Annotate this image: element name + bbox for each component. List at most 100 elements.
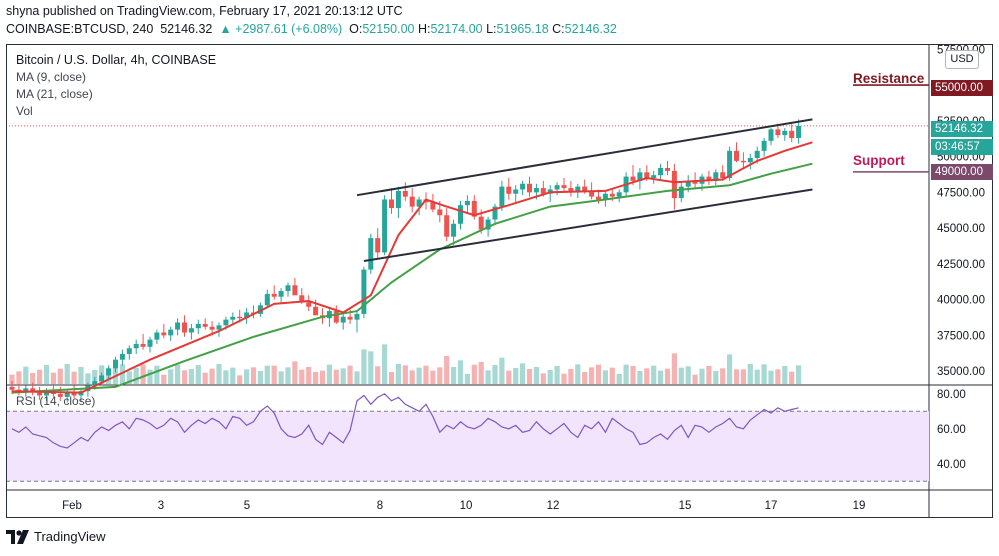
candle-body: [37, 392, 43, 396]
candle-body: [368, 238, 374, 270]
volume-bar: [209, 368, 215, 384]
volume-bar: [395, 364, 401, 384]
volume-bar: [64, 364, 70, 384]
volume-bar: [582, 372, 588, 384]
time-tick-label: 19: [853, 500, 866, 512]
volume-bar: [478, 362, 484, 384]
main-pane-frame: [6, 44, 993, 518]
candle-body: [692, 180, 698, 184]
volume-bar: [789, 371, 795, 384]
candle-body: [299, 295, 305, 303]
price-tick-label: 45000.00: [937, 223, 985, 235]
candle-body: [119, 353, 125, 360]
candle-body: [182, 322, 187, 333]
volume-bar: [9, 374, 15, 384]
candle-body: [533, 188, 539, 193]
volume-bar: [644, 368, 650, 384]
volume-bar: [457, 360, 464, 384]
volume-bar: [589, 367, 595, 384]
volume-bar: [595, 364, 602, 384]
volume-bar: [692, 374, 698, 384]
symbol-label: COINBASE:BTCUSD, 240: [6, 22, 154, 36]
volume-bar: [202, 372, 208, 384]
volume-bar: [754, 369, 760, 384]
candle-body: [706, 176, 712, 181]
low-value: 51965.18: [496, 22, 549, 36]
volume-bar: [264, 365, 270, 384]
volume-bar: [78, 367, 84, 384]
candle-body: [333, 311, 339, 323]
candle-body: [402, 190, 408, 197]
ma9-line: [11, 141, 813, 394]
candle-body: [313, 306, 319, 316]
candle-body: [195, 323, 201, 329]
volume-bar: [347, 365, 353, 384]
volume-bar: [727, 354, 733, 384]
volume-bar: [747, 364, 753, 384]
candle-body: [637, 172, 643, 181]
rsi-line: [11, 393, 799, 449]
channel-lower-line: [363, 188, 813, 262]
candle-body: [389, 199, 394, 209]
time-tick-label: 8: [377, 500, 383, 512]
volume-bar: [796, 365, 802, 384]
volume-bar: [678, 367, 684, 384]
volume-bar: [464, 374, 470, 384]
candle-body: [761, 140, 767, 151]
close-label: C:: [552, 22, 565, 36]
volume-bar: [637, 371, 643, 384]
volume-bar: [706, 366, 712, 384]
volume-bar: [354, 371, 360, 384]
volume-bar: [540, 373, 546, 384]
candle-body: [209, 326, 215, 330]
candle-body: [671, 170, 677, 199]
volume-bar: [16, 371, 22, 384]
time-tick-label: 15: [679, 500, 692, 512]
candle-body: [796, 125, 802, 138]
candle-body: [713, 172, 719, 181]
volume-bar: [671, 353, 677, 384]
candle-body: [292, 285, 298, 296]
price-tick-label: 42500.00: [937, 259, 985, 271]
candle-body: [616, 192, 622, 197]
candle-body: [568, 188, 574, 193]
candle-body: [499, 186, 505, 207]
candle-body: [285, 285, 291, 292]
volume-bar: [609, 367, 615, 384]
time-tick-label: 10: [460, 500, 473, 512]
candle-body: [416, 199, 422, 207]
candle-body: [727, 150, 733, 179]
candle-body: [147, 339, 153, 347]
volume-bar: [119, 364, 125, 384]
resistance-price-tag: 55000.00: [931, 80, 993, 96]
volume-bar: [699, 368, 705, 384]
candle-body: [437, 209, 443, 216]
volume-bar: [526, 369, 533, 384]
candle-body: [540, 188, 546, 194]
candle-body: [161, 332, 167, 336]
last-price-tag: 52146.32: [931, 121, 993, 137]
volume-bar: [168, 369, 174, 384]
candle-body: [775, 129, 781, 136]
rsi-tick-label: 60.00: [937, 424, 966, 436]
volume-bar: [630, 366, 636, 384]
candle-body: [71, 392, 77, 396]
legend-rsi: RSI (14, close): [16, 394, 96, 408]
volume-bar: [733, 369, 740, 384]
candle-body: [644, 172, 650, 179]
candle-body: [651, 175, 657, 179]
volume-bar: [499, 357, 505, 384]
candle-body: [458, 205, 463, 224]
volume-bar: [250, 367, 257, 384]
candle-body: [734, 150, 739, 161]
candle-body: [278, 291, 284, 297]
volume-bar: [740, 369, 746, 384]
support-price-tag: 49000.00: [931, 164, 993, 180]
legend-title: Bitcoin / U.S. Dollar, 4h, COINBASE: [16, 53, 217, 67]
volume-bar: [43, 365, 50, 384]
volume-bar: [416, 367, 422, 384]
volume-bar: [326, 364, 332, 384]
currency-button[interactable]: USD: [945, 50, 979, 69]
candle-body: [575, 186, 581, 193]
